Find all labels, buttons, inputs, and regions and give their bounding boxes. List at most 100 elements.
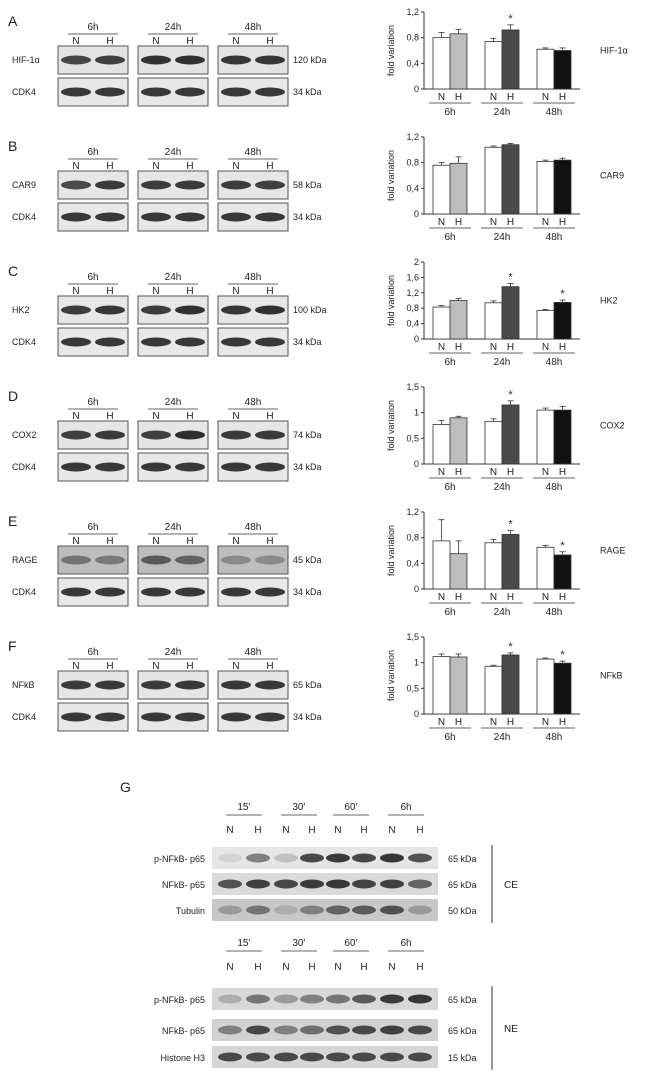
panel-a-kda: 120 kDa (293, 55, 327, 65)
chart-5-ytick-label-1: 0,5 (406, 683, 419, 693)
panel-g-blot-0-time-1: 30’ (292, 802, 305, 813)
panel-b-band-ctrl-2-0 (221, 212, 251, 222)
panel-b-band-ctrl-1-1 (175, 212, 205, 222)
panel-g-blot-1-band-1-1 (246, 1025, 270, 1035)
panel-g-blot-0-band-2-1 (246, 905, 270, 915)
panel-b-lane-1-1: H (186, 161, 193, 172)
panel-b-kda: 58 kDa (293, 180, 322, 190)
panel-c-band-target-2-0 (221, 305, 251, 315)
panel-g-blot-0-band-2-5 (352, 905, 376, 915)
panel-g-blot-1-band-2-1 (246, 1052, 270, 1062)
chart-2-lane-label-0-1: H (455, 342, 462, 353)
panel-f-time-0: 6h (87, 647, 98, 658)
panel-g-blot-0-band-0-6 (380, 853, 404, 863)
panel-g-blot-0-lane-0: N (226, 825, 233, 836)
panel-f-band-target-0-0 (61, 680, 91, 690)
chart-4-bar-1-1 (501, 534, 520, 590)
panel-g-blot-1-time-3: 6h (400, 938, 411, 949)
chart-3-lane-label-1-1: H (507, 467, 514, 478)
panel-e-lane-1-0: N (152, 536, 159, 547)
panel-g-blot-0-time-3: 6h (400, 802, 411, 813)
panel-g-blot-0-band-1-5 (352, 879, 376, 889)
panel-c-lane-1-0: N (152, 286, 159, 297)
panel-g-blot-1-band-1-6 (380, 1025, 404, 1035)
panel-g-blot-0-row-kda-0: 65 kDa (448, 854, 477, 864)
chart-2-sig-0: * (508, 272, 513, 284)
panel-a-time-1: 24h (165, 22, 182, 33)
panel-a-band-ctrl-0-0 (61, 87, 91, 97)
chart-4-cat-label-2: 48h (546, 607, 563, 618)
panel-g-blot-1-row-kda-0: 65 kDa (448, 995, 477, 1005)
panel-a-band-ctrl-1-0 (141, 87, 171, 97)
panel-e-lane-0-0: N (72, 536, 79, 547)
panel-c-time-2: 48h (245, 272, 262, 283)
chart-2-ytick-label-5: 2 (414, 257, 419, 267)
panel-c-band-ctrl-2-1 (255, 337, 285, 347)
chart-5-cat-label-1: 24h (494, 732, 511, 743)
chart-1-ytick-label-1: 0,4 (406, 183, 419, 193)
chart-3-lane-label-0-0: N (438, 467, 445, 478)
chart-3-lane-label-1-0: N (490, 467, 497, 478)
panel-c-band-target-2-1 (255, 305, 285, 315)
panel-e-band-target-2-0 (221, 555, 251, 565)
panel-f-band-ctrl-0-0 (61, 712, 91, 722)
panel-g-blot-1-time-0: 15’ (237, 938, 250, 949)
panel-e-band-target-1-0 (141, 555, 171, 565)
chart-5-lane-label-2-1: H (559, 717, 566, 728)
panel-a-band-ctrl-2-0 (221, 87, 251, 97)
chart-4-lane-label-1-0: N (490, 592, 497, 603)
chart-1-ytick-label-2: 0,8 (406, 158, 419, 168)
chart-0-lane-label-1-0: N (490, 92, 497, 103)
panel-d-band-ctrl-2-1 (255, 462, 285, 472)
panel-b-band-target-1-0 (141, 180, 171, 190)
panel-e-row-label: RAGE (12, 555, 38, 565)
panel-b-ctrl-kda: 34 kDa (293, 212, 322, 222)
panel-g-blot-0-band-1-6 (380, 879, 404, 889)
panel-c-band-target-0-0 (61, 305, 91, 315)
chart-3-bar-2-1 (553, 409, 572, 465)
panel-e-band-ctrl-0-0 (61, 587, 91, 597)
panel-f-lane-0-1: H (106, 661, 113, 672)
chart-5-lane-label-2-0: N (542, 717, 549, 728)
chart-4-title: RAGE (600, 546, 626, 556)
panel-g-blot-1-row-label-0: p-NFkB- p65 (154, 995, 205, 1005)
chart-1-lane-label-0-1: H (455, 217, 462, 228)
panel-g-blot-1-band-1-4 (326, 1025, 350, 1035)
panel-d-band-target-0-1 (95, 430, 125, 440)
panel-f-lane-2-1: H (266, 661, 273, 672)
chart-1-cat-label-2: 48h (546, 232, 563, 243)
chart-2-bar-0-1 (449, 300, 468, 340)
chart-5-lane-label-0-0: N (438, 717, 445, 728)
panel-g-blot-0-time-2: 60’ (344, 802, 357, 813)
chart-0-bar-2-0 (536, 48, 555, 90)
chart-2-bar-2-1 (553, 302, 572, 340)
chart-1-ytick-label-0: 0 (414, 209, 419, 219)
panel-f-letter: F (8, 638, 17, 654)
chart-2-cat-label-0: 6h (444, 357, 455, 368)
panel-g-letter: G (120, 779, 131, 795)
panel-c-lane-0-1: H (106, 286, 113, 297)
chart-0-ytick-label-2: 0,8 (406, 33, 419, 43)
chart-1-ylabel: fold variation (386, 150, 396, 201)
chart-4-cat-label-0: 6h (444, 607, 455, 618)
panel-g-blot-0-lane-6: N (388, 825, 395, 836)
panel-f-lane-1-1: H (186, 661, 193, 672)
panel-g-blot-0-strip-1 (212, 873, 438, 895)
panel-d-lane-1-1: H (186, 411, 193, 422)
chart-0-ytick-label-0: 0 (414, 84, 419, 94)
panel-g-blot-0-row-label-2: Tubulin (176, 906, 205, 916)
panel-g-blot-1-row-label-1: NFkB- p65 (162, 1026, 205, 1036)
panel-g-blot-0-band-0-1 (246, 853, 270, 863)
chart-5-cat-label-0: 6h (444, 732, 455, 743)
panel-g-blot-1-band-2-6 (380, 1052, 404, 1062)
panel-g-blot-1-band-0-7 (408, 994, 432, 1004)
chart-2-ytick-label-1: 0,4 (406, 319, 419, 329)
panel-g-blot-0-band-0-5 (352, 853, 376, 863)
panel-g-blot-1-row-label-2: Histone H3 (160, 1053, 205, 1063)
chart-4-bar-0-0 (432, 540, 451, 590)
panel-d-row-label: COX2 (12, 430, 37, 440)
chart-4-ylabel: fold variation (386, 525, 396, 576)
chart-4-lane-label-2-0: N (542, 592, 549, 603)
panel-d-kda: 74 kDa (293, 430, 322, 440)
